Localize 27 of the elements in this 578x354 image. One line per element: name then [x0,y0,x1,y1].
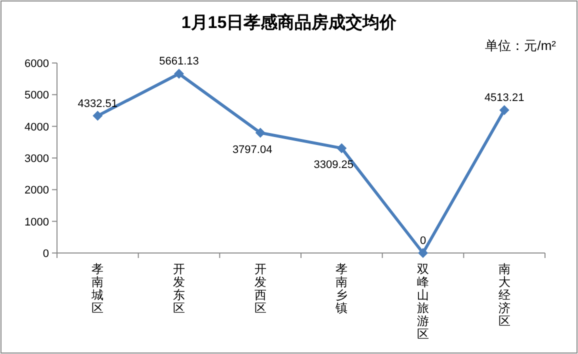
y-tick-label: 4000 [24,121,49,134]
x-tick-label: 开发东区 [173,262,185,315]
y-tick-label: 3000 [24,153,49,165]
point [336,143,347,154]
data-label: 4332.51 [78,98,118,110]
point [255,128,266,138]
x-tick-label: 孝南乡镇 [334,262,348,315]
data-label: 0 [420,235,426,247]
point [92,110,103,121]
y-tick-label: 1000 [24,216,49,228]
chart-title: 1月15日孝感商品房成交均价 [181,13,398,32]
point [499,105,510,116]
data-label: 3797.04 [232,144,272,156]
data-label: 3309.25 [314,159,354,172]
x-tick-label: 南大经济区 [498,262,510,328]
text: 单位：元/m² [485,38,557,53]
y-tick-label: 6000 [24,58,49,70]
point [418,248,428,258]
x-tick-label: 孝南城区 [90,262,104,315]
y-tick-label: 2000 [24,184,49,197]
data-label: 5661.13 [159,56,199,68]
point [174,68,184,79]
x-tick-label: 双峰山旅游区 [417,262,429,341]
y-tick-label: 5000 [24,90,49,102]
data-label: 4513.21 [484,92,524,104]
x-tick-label: 开发西区 [254,262,266,315]
y-tick-label: 0 [42,248,49,260]
